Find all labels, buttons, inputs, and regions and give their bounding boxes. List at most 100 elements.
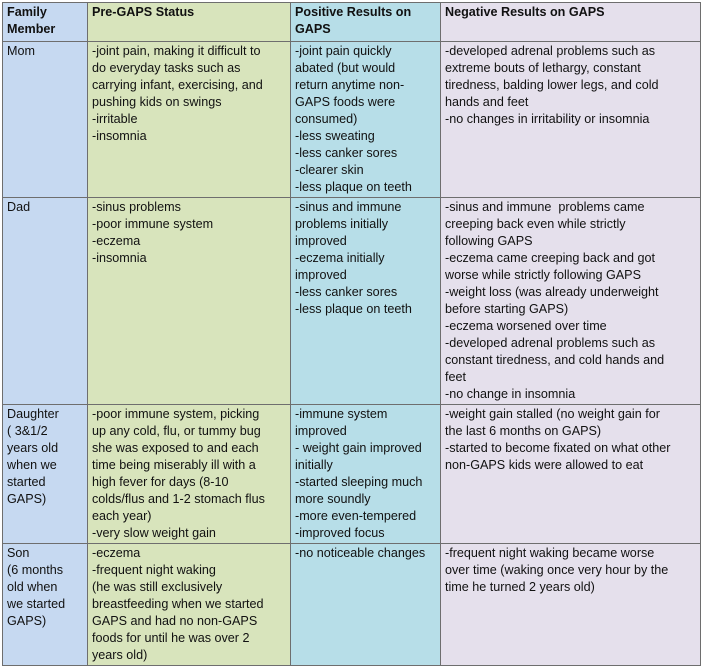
cell-line: -less canker sores (295, 146, 398, 160)
negative-results-cell: -developed adrenal problems such as extre… (440, 41, 701, 198)
header-pre-gaps-status: Pre-GAPS Status (87, 2, 291, 42)
positive-results-cell: -joint pain quickly abated (but would retu… (290, 41, 441, 198)
pre-gaps-cell: -sinus problems -poor immune system -eczem… (87, 197, 291, 405)
cell-line: initially (295, 458, 333, 472)
cell-line: -improved focus (295, 526, 385, 540)
cell-line: GAPS (295, 22, 331, 36)
cell-line: improved (295, 268, 347, 282)
header-positive-results: Positive Results on GAPS (290, 2, 441, 42)
cell-line: (6 months (7, 563, 63, 577)
cell-line: Positive Results on (295, 5, 412, 19)
cell-line: over time (waking once very hour by the (445, 563, 669, 577)
cell-line: foods for until he was over 2 (92, 631, 250, 645)
cell-line: -weight gain stalled (no weight gain for (445, 407, 660, 421)
cell-line: old when (7, 580, 58, 594)
cell-line: -eczema (92, 546, 141, 560)
cell-line: do everyday tasks such as (92, 61, 241, 75)
table-row: Dad -sinus problems -poor immune system -e… (2, 197, 701, 405)
cell-line: -less plaque on teeth (295, 180, 412, 194)
cell-line: -immune system (295, 407, 388, 421)
cell-line: -joint pain, making it difficult to (92, 44, 261, 58)
cell-line: she was exposed to and each (92, 441, 259, 455)
cell-line: -frequent night waking (92, 563, 216, 577)
cell-line: Daughter (7, 407, 59, 421)
cell-line: -clearer skin (295, 163, 364, 177)
member-cell: Son (6 months old when we started GAPS) (2, 543, 88, 666)
cell-line: time being miserably ill with a (92, 458, 256, 472)
cell-line: -sinus problems (92, 200, 181, 214)
cell-line: GAPS foods were (295, 95, 396, 109)
cell-line: extreme bouts of lethargy, constant (445, 61, 641, 75)
pre-gaps-cell: -poor immune system, picking up any cold,… (87, 404, 291, 544)
cell-line: problems initially (295, 217, 389, 231)
positive-results-cell: -immune system improved - weight gain impr… (290, 404, 441, 544)
header-negative-results: Negative Results on GAPS (440, 2, 701, 42)
cell-line: years old (7, 441, 59, 455)
cell-line: Dad (7, 200, 31, 214)
cell-line: Negative Results on GAPS (445, 5, 605, 19)
table-row: Daughter ( 3&1/2 years old when we started GA… (2, 404, 701, 544)
cell-line: (he was still exclusively (92, 580, 223, 594)
negative-results-cell: -frequent night waking became worse over … (440, 543, 701, 666)
cell-line: pushing kids on swings (92, 95, 222, 109)
cell-line: before starting GAPS) (445, 302, 569, 316)
header-family-member: Family Member (2, 2, 88, 42)
cell-line: following GAPS (445, 234, 533, 248)
cell-line: started (7, 475, 46, 489)
cell-line: Pre-GAPS Status (92, 5, 195, 19)
cell-line: -developed adrenal problems such as (445, 44, 656, 58)
negative-results-cell: -sinus and immune problems came creeping … (440, 197, 701, 405)
cell-line: -started to become fixated on what other (445, 441, 671, 455)
cell-line: when we (7, 458, 57, 472)
cell-line: Member (7, 22, 56, 36)
cell-line: worse while strictly following GAPS (445, 268, 641, 282)
cell-line: -sinus and immune problems came (445, 200, 645, 214)
cell-line: carrying infant, exercising, and (92, 78, 263, 92)
cell-line: -eczema initially (295, 251, 385, 265)
cell-line: years old) (92, 648, 148, 662)
member-cell: Mom (2, 41, 88, 198)
cell-line: time he turned 2 years old) (445, 580, 595, 594)
cell-line: we started (7, 597, 66, 611)
cell-line: -frequent night waking became worse (445, 546, 655, 560)
cell-line: high fever for days (8-10 (92, 475, 229, 489)
cell-line: -poor immune system, picking (92, 407, 260, 421)
cell-line: -eczema worsened over time (445, 319, 607, 333)
cell-line: -less sweating (295, 129, 375, 143)
cell-line: improved (295, 234, 347, 248)
cell-line: -weight loss (was already underweight (445, 285, 659, 299)
cell-line: -less canker sores (295, 285, 398, 299)
cell-line: improved (295, 424, 347, 438)
cell-line: -started sleeping much (295, 475, 423, 489)
cell-line: -insomnia (92, 251, 147, 265)
cell-line: breastfeeding when we started (92, 597, 264, 611)
cell-line: -more even-tempered (295, 509, 417, 523)
cell-line: up any cold, flu, or tummy bug (92, 424, 261, 438)
cell-line: ( 3&1/2 (7, 424, 48, 438)
cell-line: -no noticeable changes (295, 546, 426, 560)
cell-line: more soundly (295, 492, 371, 506)
cell-line: -joint pain quickly (295, 44, 392, 58)
cell-line: hands and feet (445, 95, 529, 109)
table-row: Mom -joint pain, making it difficult to d… (2, 41, 701, 198)
member-cell: Dad (2, 197, 88, 405)
cell-line: -poor immune system (92, 217, 214, 231)
positive-results-cell: -sinus and immune problems initially impro… (290, 197, 441, 405)
cell-line: Family (7, 5, 47, 19)
cell-line: -eczema (92, 234, 141, 248)
cell-line: each year) (92, 509, 152, 523)
positive-results-cell: -no noticeable changes (290, 543, 441, 666)
cell-line: -very slow weight gain (92, 526, 216, 540)
cell-line: - weight gain improved (295, 441, 422, 455)
cell-line: -less plaque on teeth (295, 302, 412, 316)
cell-line: -irritable (92, 112, 138, 126)
cell-line: creeping back even while strictly (445, 217, 626, 231)
cell-line: feet (445, 370, 467, 384)
cell-line: abated (but would (295, 61, 396, 75)
pre-gaps-cell: -joint pain, making it difficult to do ev… (87, 41, 291, 198)
cell-line: Mom (7, 44, 35, 58)
cell-line: -sinus and immune (295, 200, 402, 214)
cell-line: GAPS) (7, 614, 47, 628)
cell-line: the last 6 months on GAPS) (445, 424, 602, 438)
